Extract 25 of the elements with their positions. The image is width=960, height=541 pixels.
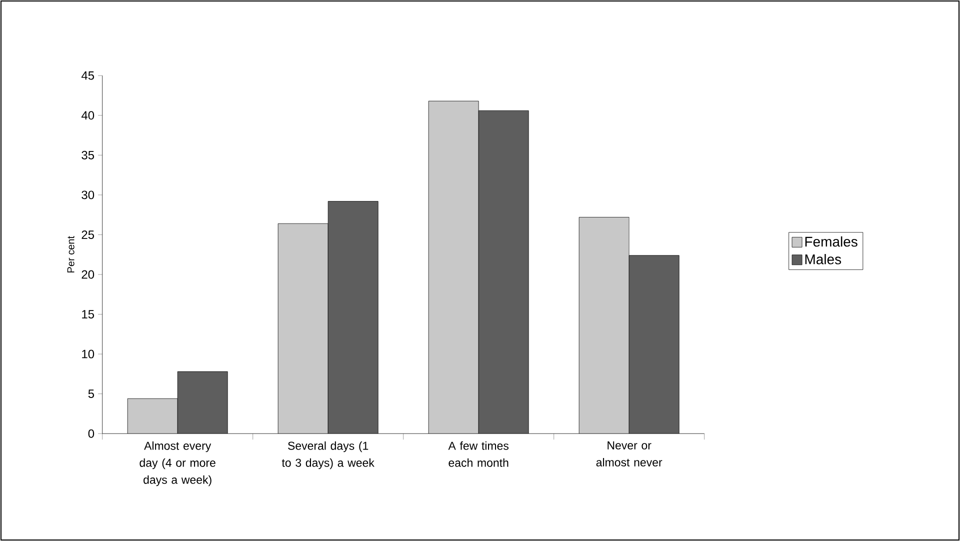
x-tick-label: A few times each month — [448, 441, 509, 467]
y-tick-label: 40 — [81, 111, 94, 120]
bar — [478, 110, 529, 434]
legend-label: Males — [805, 254, 842, 264]
y-tick-label: 25 — [82, 230, 94, 239]
y-tick-label: 5 — [88, 390, 94, 398]
x-tick-label: Several days (1 to 3 days) a week — [282, 441, 374, 470]
y-tick-label: 15 — [82, 310, 94, 318]
bar — [128, 398, 178, 434]
y-tick-label: 20 — [82, 270, 94, 279]
legend-label: Females — [805, 236, 858, 247]
y-tick-label: 10 — [82, 350, 94, 358]
bar — [328, 201, 378, 434]
y-tick-label: 35 — [82, 150, 94, 160]
bar — [628, 255, 680, 434]
x-tick-label: Almost every day (4 or more days a week) — [140, 441, 216, 486]
y-tick-label: 0 — [88, 429, 94, 438]
bar — [178, 372, 228, 434]
y-tick-label: 30 — [82, 190, 94, 200]
y-tick-label: 45 — [81, 71, 94, 80]
bar — [578, 217, 630, 434]
bar — [278, 224, 328, 434]
bar — [428, 101, 479, 434]
y-axis-title: Per cent — [67, 236, 74, 272]
x-tick-label: Never or almost never — [596, 441, 662, 466]
